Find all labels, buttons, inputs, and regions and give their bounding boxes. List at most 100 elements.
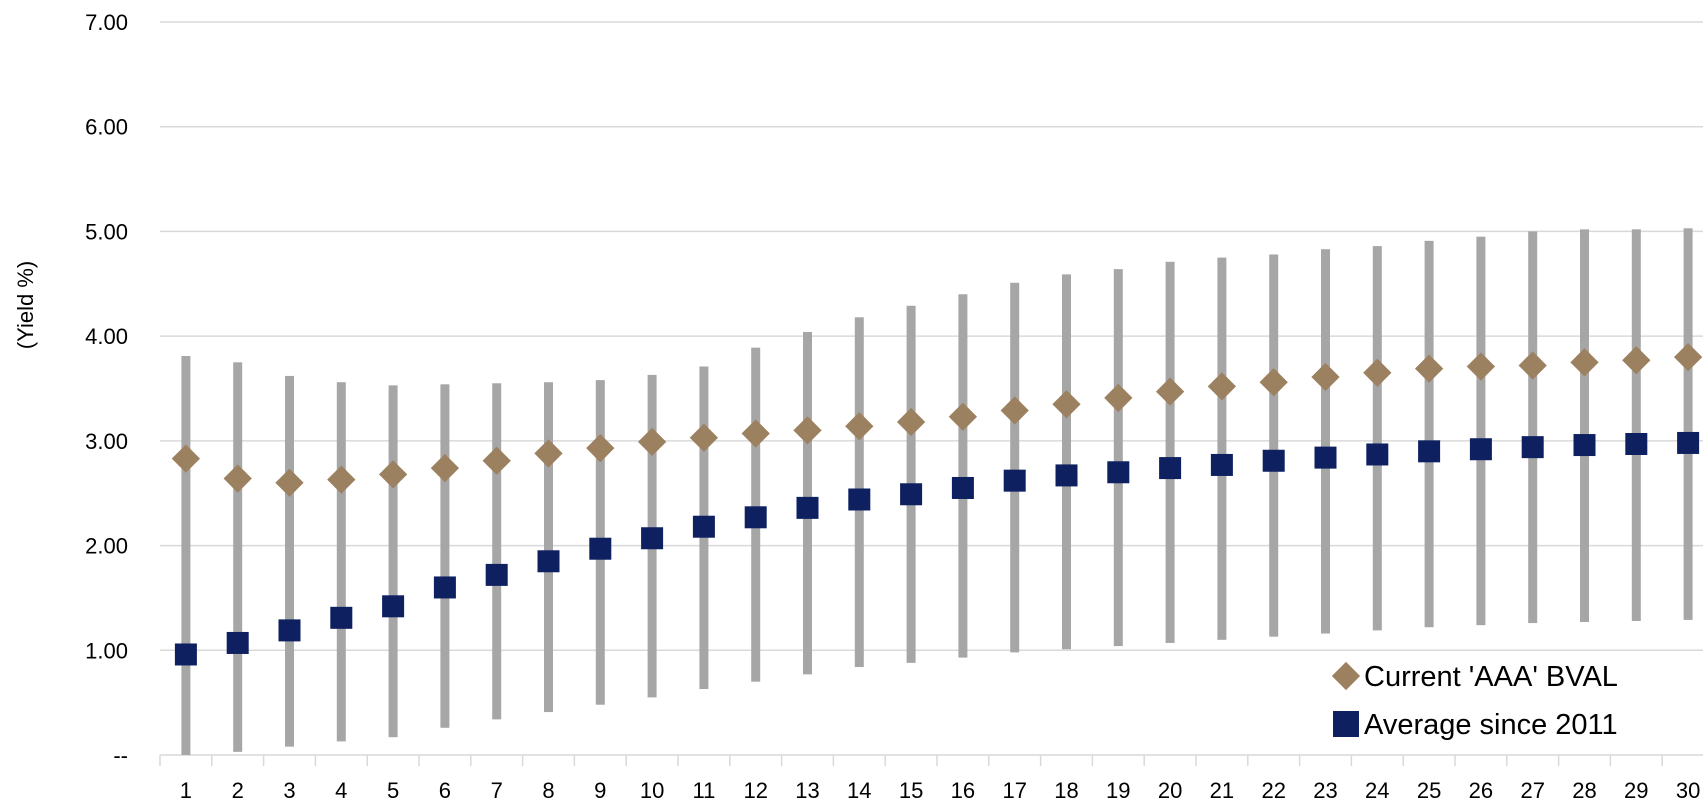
x-tick-label: 21 xyxy=(1210,778,1234,803)
current-aaa-bval-point xyxy=(1363,358,1392,387)
average-since-2011-point xyxy=(641,527,664,550)
legend-label-average: Average since 2011 xyxy=(1364,709,1618,741)
x-tick-label: 7 xyxy=(491,778,503,803)
average-since-2011-point xyxy=(433,576,456,599)
average-since-2011-point xyxy=(1159,457,1182,480)
legend-marker-current xyxy=(1331,661,1361,691)
x-tick-label: 12 xyxy=(743,778,767,803)
average-since-2011-point xyxy=(330,606,353,629)
range-bar xyxy=(1528,231,1538,624)
average-since-2011-point xyxy=(382,595,405,618)
average-since-2011-point xyxy=(1003,469,1026,492)
current-aaa-bval-point xyxy=(1259,368,1288,397)
average-since-2011-point xyxy=(226,631,249,654)
average-since-2011-point xyxy=(1573,434,1596,457)
y-tick-label: -- xyxy=(113,743,128,768)
legend-label-current: Current 'AAA' BVAL xyxy=(1364,661,1618,693)
average-since-2011-point xyxy=(1521,436,1544,459)
range-bar xyxy=(1683,228,1693,620)
current-aaa-bval-point xyxy=(327,465,356,494)
average-since-2011-point xyxy=(1625,432,1648,455)
x-tick-label: 2 xyxy=(232,778,244,803)
x-tick-label: 24 xyxy=(1365,778,1389,803)
average-since-2011-point xyxy=(692,515,715,538)
range-bar xyxy=(1631,229,1641,621)
current-aaa-bval-point xyxy=(1052,390,1081,419)
x-tick-label: 30 xyxy=(1676,778,1700,803)
current-aaa-bval-point xyxy=(1155,377,1185,406)
y-tick-label: 6.00 xyxy=(85,115,128,140)
range-bar xyxy=(1580,229,1589,623)
current-aaa-bval-point xyxy=(534,439,563,468)
range-bar xyxy=(1321,249,1330,634)
x-axis-ticks: 1 2 3 4 5 6 7 8 9 10 11 12 13 14 15 16 17 18 19 20 21 22 23 24 2… xyxy=(159,755,1700,803)
range-bar xyxy=(1372,246,1382,631)
range-bar xyxy=(492,383,502,720)
range-bar xyxy=(1113,269,1123,647)
average-since-2011-point xyxy=(900,483,923,506)
legend: Current 'AAA' BVAL Average since 2011 xyxy=(1331,661,1618,741)
current-aaa-bval-point xyxy=(1466,352,1496,381)
current-aaa-bval-point xyxy=(378,460,408,489)
x-tick-label: 4 xyxy=(335,778,347,803)
y-tick-label: 7.00 xyxy=(85,10,128,35)
current-aaa-bval-point xyxy=(948,402,978,431)
x-tick-label: 22 xyxy=(1261,778,1285,803)
average-since-2011-point xyxy=(1107,461,1130,484)
current-aaa-bval-point xyxy=(275,468,304,497)
x-tick-label: 26 xyxy=(1469,778,1493,803)
y-tick-label: 3.00 xyxy=(85,429,128,454)
series-average-since-2011 xyxy=(174,431,1700,666)
x-tick-label: 13 xyxy=(795,778,819,803)
current-aaa-bval-point xyxy=(1207,372,1237,401)
current-aaa-bval-point xyxy=(1570,348,1599,377)
average-since-2011-point xyxy=(744,506,767,529)
current-aaa-bval-point xyxy=(1000,396,1029,425)
series-current-aaa-bval xyxy=(171,342,1703,497)
x-tick-label: 1 xyxy=(180,778,192,803)
average-since-2011-point xyxy=(1677,431,1700,454)
x-tick-label: 16 xyxy=(951,778,975,803)
x-tick-label: 18 xyxy=(1054,778,1078,803)
average-since-2011-point xyxy=(174,643,197,666)
range-bar xyxy=(1269,254,1279,637)
average-since-2011-point xyxy=(796,496,819,519)
current-aaa-bval-point xyxy=(637,427,667,457)
current-aaa-bval-point xyxy=(1414,354,1444,383)
range-bar xyxy=(285,375,294,747)
average-since-2011-point xyxy=(1210,453,1233,476)
current-aaa-bval-point xyxy=(689,423,719,452)
current-aaa-bval-point xyxy=(171,444,201,473)
current-aaa-bval-point xyxy=(1311,362,1340,392)
current-aaa-bval-point xyxy=(1622,346,1651,375)
y-tick-label: 2.00 xyxy=(85,534,128,559)
average-since-2011-point xyxy=(1262,449,1285,472)
current-aaa-bval-point xyxy=(896,407,926,437)
gridlines xyxy=(160,21,1703,756)
x-tick-label: 6 xyxy=(439,778,451,803)
average-since-2011-point xyxy=(537,550,560,573)
current-aaa-bval-point xyxy=(482,446,511,475)
x-tick-label: 28 xyxy=(1572,778,1596,803)
range-bar xyxy=(1062,274,1071,650)
x-tick-label: 10 xyxy=(640,778,664,803)
average-since-2011-point xyxy=(485,563,508,586)
y-tick-label: 5.00 xyxy=(85,219,128,244)
average-since-2011-point xyxy=(848,488,871,511)
x-tick-label: 17 xyxy=(1002,778,1026,803)
x-tick-label: 3 xyxy=(283,778,295,803)
range-bar xyxy=(1165,261,1175,643)
average-since-2011-point xyxy=(1055,464,1078,487)
average-since-2011-point xyxy=(278,619,301,642)
current-aaa-bval-point xyxy=(430,453,460,483)
x-tick-label: 8 xyxy=(542,778,554,803)
current-aaa-bval-point xyxy=(1104,383,1133,413)
range-bar xyxy=(336,382,346,742)
average-since-2011-point xyxy=(1366,443,1389,466)
current-aaa-bval-point xyxy=(223,464,252,493)
range-bar xyxy=(440,384,450,728)
legend-marker-average xyxy=(1333,711,1359,737)
range-bar xyxy=(233,362,243,752)
average-since-2011-point xyxy=(951,476,974,499)
